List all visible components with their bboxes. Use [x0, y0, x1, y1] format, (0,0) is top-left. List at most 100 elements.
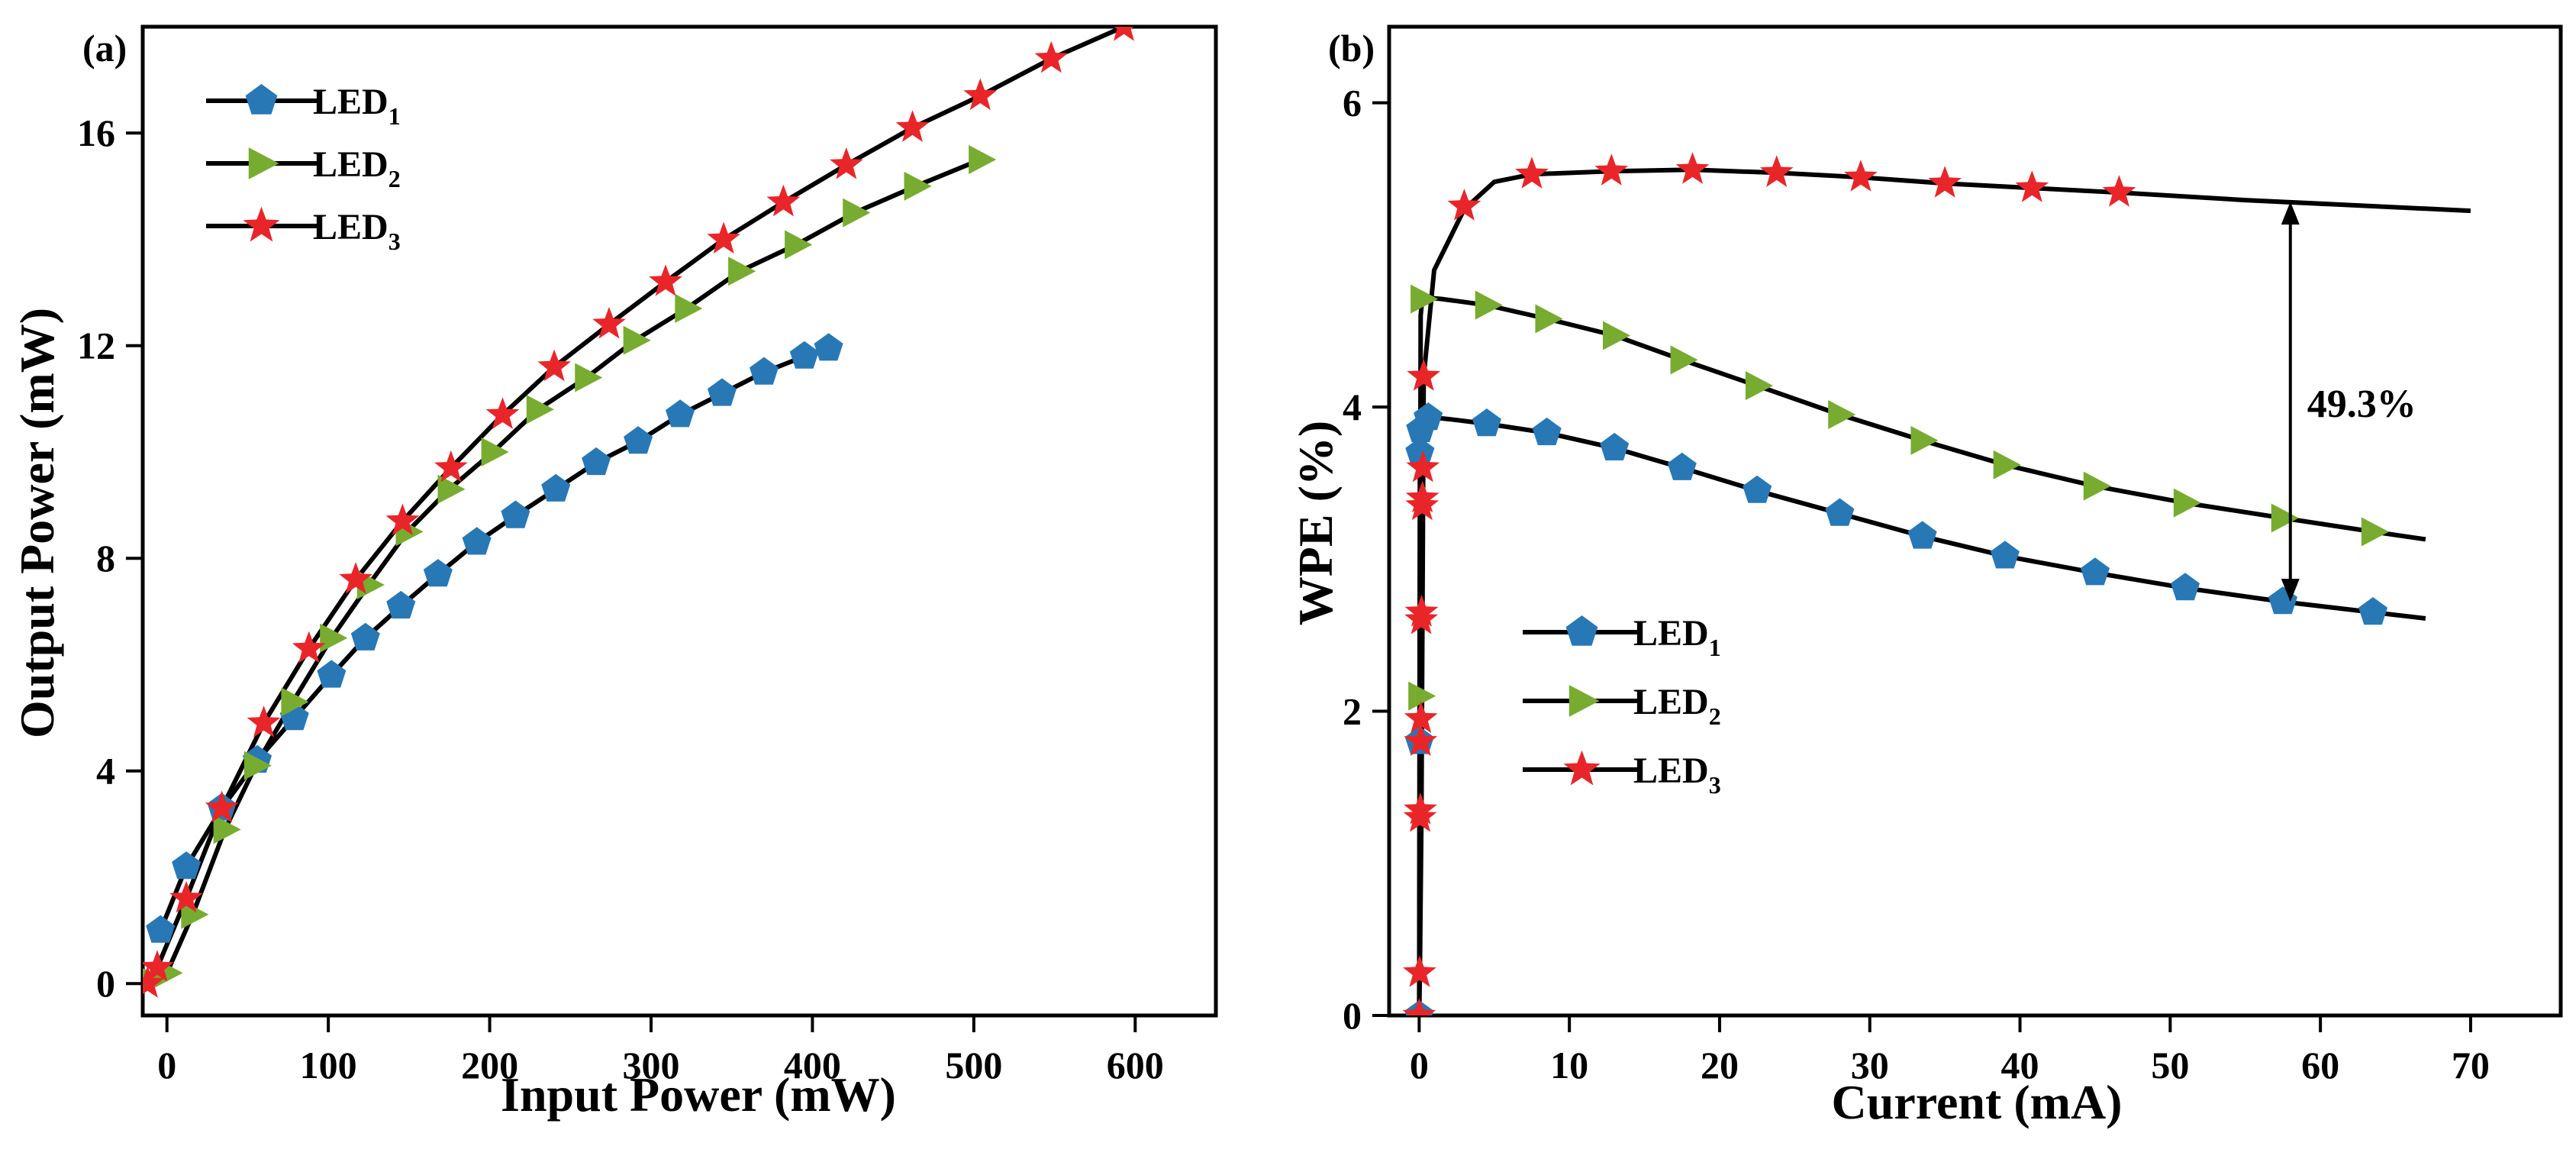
panel-a-legend-marker [243, 206, 280, 242]
panel-b-annotation-label: 49.3% [2307, 383, 2416, 426]
panel-a-series-3-marker [1034, 40, 1069, 73]
panel-b-series-1-marker [1405, 437, 1435, 465]
panel-b-y-tick-label: 0 [1343, 994, 1362, 1037]
panel-a-series-2-marker [320, 623, 348, 653]
panel-a-label: (a) [82, 27, 127, 69]
panel-b-series-1-marker [2171, 573, 2200, 601]
panel-b-series-2-marker [1411, 284, 1439, 314]
panel-b-series-3-line [1417, 167, 2471, 1015]
panel-b-series-2-marker [1745, 371, 1774, 401]
panel-a-y-tick-label: 12 [77, 324, 115, 367]
legend-label-subscript: 3 [388, 228, 401, 255]
panel-a-x-tick-label: 100 [300, 1044, 357, 1086]
panel-b-series-3-marker [1404, 701, 1438, 734]
legend-label-name: LED [313, 82, 388, 122]
panel-b-series-1-marker [1743, 475, 1772, 503]
panel-a-series-2-marker [969, 145, 997, 175]
panel-a-series-3-marker [895, 110, 930, 142]
panel-a-series-1-marker [708, 378, 737, 406]
panel-a-series-2-marker [575, 363, 603, 392]
panel-b-annotation-arrowhead-bottom [2281, 579, 2300, 602]
panel-b-series-1-marker [1907, 521, 1937, 549]
panel-a-series-2-marker [623, 325, 651, 355]
panel-b-x-tick-label: 20 [1701, 1044, 1739, 1086]
legend-label-subscript: 3 [1709, 771, 1721, 799]
panel-b-series-3-marker [1759, 155, 1794, 187]
panel-b-series-3-marker [1405, 480, 1440, 513]
panel-a-series-2-marker [213, 815, 241, 844]
panel-a-series-3-marker [963, 78, 998, 111]
panel-b-series-3-marker [1402, 998, 1436, 1015]
panel-a-y-tick-label: 16 [77, 111, 115, 154]
panel-b-y-tick-label: 6 [1343, 82, 1362, 124]
panel-a-y-tick-label: 0 [96, 962, 115, 1005]
panel-a-series-2-marker [481, 437, 509, 467]
legend-label-name: LED [313, 207, 388, 247]
panel-b-legend-marker [1565, 615, 1598, 646]
panel-a-series-1-marker [172, 851, 202, 880]
panel-a-series-3-marker [205, 790, 239, 823]
panel-a-series-1-marker [350, 622, 380, 651]
panel-a-series-1-marker [789, 341, 819, 369]
panel-b-series-3-marker [1404, 724, 1438, 756]
panel-a-series-3-marker [169, 880, 203, 913]
legend-label-subscript: 2 [1709, 702, 1721, 730]
panel-a: (a) Input Power (mW) Output Power (mW) 0… [10, 24, 1218, 1122]
panel-b-legend-marker [1568, 685, 1600, 717]
panel-a-series-3-marker [830, 147, 863, 179]
panel-b-plot-frame [1387, 24, 2563, 1018]
panel-a-series-3-marker [143, 966, 165, 998]
panel-b-series-2-marker [1670, 345, 1698, 375]
panel-b-series-2-marker [2361, 517, 2389, 547]
panel-b-series-1-marker [1667, 452, 1697, 480]
panel-a-y-axis-title: Output Power (mW) [10, 308, 64, 738]
panel-b-series-1-marker [1414, 402, 1443, 431]
panel-a-x-tick-label: 400 [784, 1044, 841, 1086]
panel-a-series-1-marker [750, 357, 779, 385]
panel-a-series-1-marker [317, 660, 347, 688]
panel-a-plot-frame [140, 24, 1218, 1018]
panel-b-series-2-marker [2083, 471, 2111, 501]
panel-b-series-3-marker [1928, 166, 1962, 198]
panel-a-series-2-marker [281, 687, 309, 717]
panel-b-series-3-marker [1844, 160, 1878, 192]
panel-a-x-tick-label: 0 [157, 1044, 176, 1086]
panel-a-series-3-marker [434, 450, 468, 483]
panel-a-series-2-marker [675, 294, 703, 324]
panel-b-series-1-marker [1825, 498, 1855, 526]
panel-a-series-1-marker [462, 527, 492, 555]
panel-b-y-tick-label: 4 [1343, 386, 1362, 428]
panel-b-series-2-marker [2173, 488, 2201, 518]
panel-a-series-3-marker [649, 264, 682, 296]
panel-b-y-axis-title: WPE (%) [1288, 421, 1343, 625]
panel-b-series-1-marker [2080, 557, 2110, 586]
panel-b-series-3-marker [1515, 157, 1549, 189]
panel-a-legend-marker [245, 84, 278, 115]
panel-a-y-tick-label: 8 [96, 537, 115, 580]
panel-b-series-3-marker [1403, 955, 1436, 987]
panel-a-series-2-marker [181, 899, 209, 929]
panel-a-series-3-line [145, 27, 1125, 985]
panel-b-x-axis-title: Current (mA) [1832, 1075, 2123, 1129]
panel-b-series-3-marker [1406, 450, 1440, 483]
panel-b-legend-label: LED1 [1633, 613, 1721, 661]
panel-a-series-2-line [150, 157, 982, 983]
panel-b-series-2-marker [2271, 503, 2299, 533]
panel-a-series-1-marker [582, 447, 611, 476]
panel-b-series-2-marker [1828, 400, 1856, 430]
panel-b-series-3-marker [1407, 359, 1441, 391]
panel-b-series-2-line [1417, 295, 2426, 1015]
panel-b-x-tick-label: 30 [1851, 1044, 1889, 1086]
panel-a-series-3-marker [292, 631, 326, 663]
panel-a-legend-label: LED3 [313, 207, 401, 255]
panel-b-label: (b) [1328, 27, 1375, 69]
panel-b-series-2-marker [1993, 450, 2021, 479]
legend-label-name: LED [1633, 613, 1709, 654]
panel-a-series-1-marker [146, 915, 176, 943]
panel-b-series-3-marker [1404, 793, 1437, 825]
panel-a-legend-label: LED1 [313, 82, 401, 130]
panel-a-series-1-marker [624, 426, 653, 454]
panel-b-legend-label: LED3 [1633, 751, 1721, 799]
